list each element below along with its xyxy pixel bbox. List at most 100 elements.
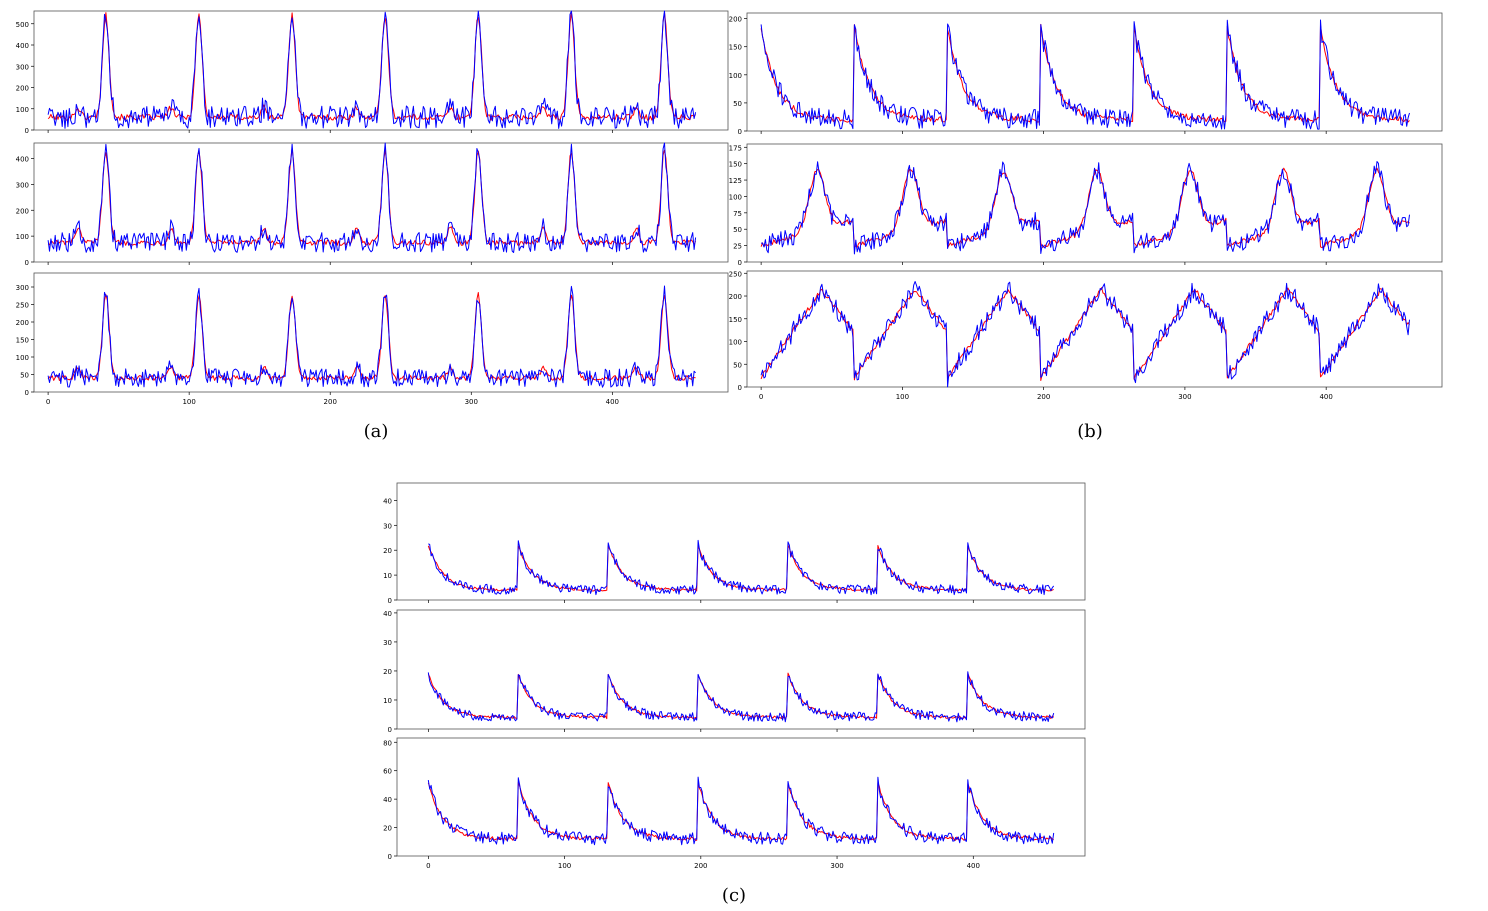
y-tick-label: 250	[16, 302, 29, 310]
x-tick-label: 400	[1319, 393, 1332, 401]
x-tick-label: 300	[830, 862, 843, 870]
y-tick-label: 25	[733, 243, 742, 251]
axes-frame	[746, 12, 1443, 132]
caption-c: (c)	[721, 885, 747, 906]
panel-c-row-3: 0 20 40 60 80 0 100 200 300 400	[383, 737, 1086, 870]
y-tick-label: 60	[383, 768, 392, 776]
panel-a-row-3: 0 50 100 150 200 250 300 0 100 200 300 400	[16, 272, 729, 406]
y-tick-label: 200	[16, 207, 29, 215]
y-tick-label: 200	[729, 293, 742, 301]
y-tick-label: 150	[729, 44, 742, 52]
caption-b: (b)	[1077, 421, 1103, 442]
axes-frame	[396, 737, 1086, 857]
series-1-line	[760, 167, 1410, 249]
y-tick-label: 30	[383, 639, 392, 647]
x-tick-label: 300	[1178, 393, 1191, 401]
x-tick-label: 0	[46, 398, 50, 406]
y-tick-label: 75	[733, 210, 742, 218]
y-tick-label: 150	[729, 316, 742, 324]
series-2-line	[427, 671, 1055, 723]
y-tick-label: 20	[383, 668, 392, 676]
x-tick-label: 200	[1037, 393, 1050, 401]
y-tick-label: 80	[383, 739, 392, 747]
y-tick-label: 0	[25, 259, 29, 267]
y-tick-label: 0	[388, 597, 392, 605]
y-tick-label: 100	[16, 106, 29, 114]
axes-frame	[33, 10, 729, 131]
series-1-line	[427, 672, 1055, 720]
y-tick-label: 20	[383, 825, 392, 833]
y-tick-label: 150	[16, 337, 29, 345]
panel-b-row-1: 0 50 100 150 200	[729, 12, 1443, 136]
series-1-line	[47, 11, 696, 121]
panel-c-row-1: 0 10 20 30 40	[383, 482, 1086, 605]
series-2-line	[47, 142, 697, 253]
y-tick-label: 10	[383, 572, 392, 580]
y-tick-label: 40	[383, 796, 392, 804]
panel-a-row-2: 0 100 200 300 400	[16, 142, 729, 267]
series-2-line	[47, 10, 697, 129]
y-tick-label: 400	[16, 156, 29, 164]
series-1-line	[427, 782, 1054, 841]
series-2-line	[760, 19, 1410, 130]
y-tick-label: 20	[383, 547, 392, 555]
y-tick-label: 150	[729, 161, 742, 169]
y-tick-label: 175	[729, 144, 742, 152]
y-tick-label: 500	[16, 21, 29, 29]
axes-frame	[746, 143, 1443, 263]
caption-a: (a)	[363, 421, 389, 442]
y-tick-label: 250	[729, 270, 742, 278]
panel-b-row-2: 0 25 50 75 100 125 150 175	[729, 143, 1443, 267]
series-2-line	[761, 161, 1410, 255]
y-tick-label: 300	[16, 284, 29, 292]
axes-frame	[746, 270, 1443, 388]
y-tick-label: 50	[20, 372, 29, 380]
y-tick-label: 50	[733, 361, 742, 369]
y-tick-label: 400	[16, 42, 29, 50]
x-tick-label: 0	[426, 862, 430, 870]
y-tick-label: 200	[729, 16, 742, 24]
axes-frame	[33, 272, 729, 393]
y-tick-label: 100	[16, 233, 29, 241]
axes-frame	[396, 482, 1086, 601]
x-tick-label: 100	[182, 398, 195, 406]
y-tick-label: 0	[25, 389, 29, 397]
panel-b-row-3: 0 50 100 150 200 250 0 100 200 300 400	[729, 270, 1443, 401]
y-tick-label: 100	[16, 354, 29, 362]
y-tick-label: 0	[738, 384, 742, 392]
x-tick-label: 0	[759, 393, 763, 401]
x-tick-label: 300	[465, 398, 478, 406]
x-tick-label: 100	[896, 393, 909, 401]
y-tick-label: 0	[388, 726, 392, 734]
y-tick-label: 0	[388, 853, 392, 861]
y-tick-label: 40	[383, 610, 392, 618]
y-tick-label: 300	[16, 63, 29, 71]
series-1-line	[47, 292, 696, 381]
y-tick-label: 0	[738, 259, 742, 267]
y-tick-label: 200	[16, 319, 29, 327]
x-tick-label: 400	[967, 862, 980, 870]
y-tick-label: 0	[25, 127, 29, 135]
series-1-line	[760, 287, 1410, 381]
x-tick-label: 200	[324, 398, 337, 406]
series-1-line	[47, 147, 697, 246]
x-tick-label: 100	[558, 862, 571, 870]
y-tick-label: 30	[383, 522, 392, 530]
x-tick-label: 400	[606, 398, 619, 406]
series-2-line	[47, 285, 696, 388]
panel-a-row-1: 0 100 200 300 400 500	[16, 10, 729, 135]
panel-c-row-2: 0 10 20 30 40	[383, 609, 1086, 734]
y-tick-label: 0	[738, 128, 742, 136]
series-1-line	[760, 23, 1410, 123]
y-tick-label: 125	[729, 177, 742, 185]
x-tick-label: 200	[694, 862, 707, 870]
y-tick-label: 10	[383, 697, 392, 705]
y-tick-label: 300	[16, 181, 29, 189]
series-2-line	[760, 281, 1410, 388]
y-tick-label: 200	[16, 85, 29, 93]
y-tick-label: 50	[733, 100, 742, 108]
axes-frame	[396, 609, 1086, 730]
y-tick-label: 50	[733, 226, 742, 234]
y-tick-label: 40	[383, 497, 392, 505]
